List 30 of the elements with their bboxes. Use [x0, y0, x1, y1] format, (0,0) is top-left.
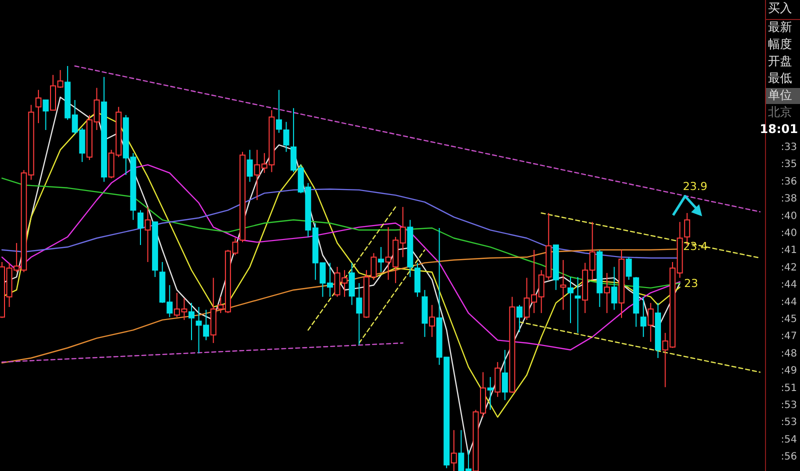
text: :40: [780, 210, 797, 222]
text: 北京: [768, 105, 792, 119]
text: :36: [780, 176, 797, 188]
text: :41: [780, 245, 797, 256]
text: :45: [780, 314, 797, 325]
annotation: 23.4: [683, 240, 708, 253]
text: :44: [780, 296, 797, 308]
text: :51: [780, 382, 797, 394]
text: :48: [780, 348, 797, 360]
text: :42: [780, 262, 797, 274]
text: 幅度: [768, 37, 792, 51]
text: :33: [780, 142, 797, 153]
text: 买入: [768, 1, 792, 15]
text: :49: [780, 366, 797, 377]
text: 最新: [768, 20, 792, 34]
text: 最低: [768, 71, 792, 85]
text: :53: [780, 417, 797, 428]
text: :40: [780, 228, 797, 239]
text: :54: [780, 434, 797, 446]
text: :44: [780, 280, 797, 291]
text: :56: [780, 452, 797, 463]
annotation: 18:01: [760, 122, 798, 136]
text: :35: [780, 159, 797, 170]
annotation: 23.9: [682, 180, 708, 194]
text: :38: [780, 194, 797, 205]
text: :53: [780, 400, 797, 411]
text: :47: [780, 331, 797, 342]
text: 开盘: [768, 54, 792, 68]
annotation: 23: [684, 277, 698, 290]
text: 单位: [768, 88, 792, 102]
